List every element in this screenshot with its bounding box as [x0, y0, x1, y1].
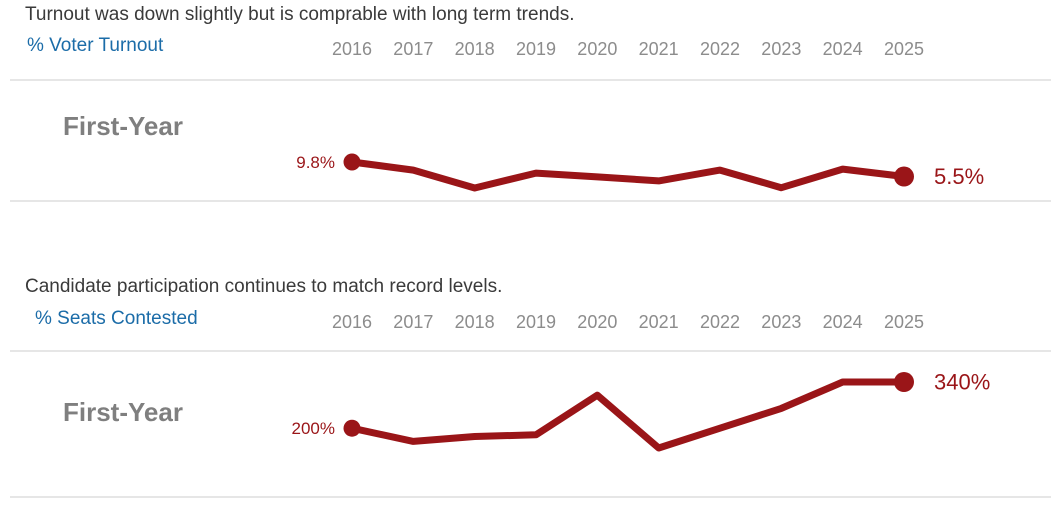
year-label: 2022	[699, 39, 741, 59]
year-label: 2019	[515, 39, 557, 59]
year-label: 2016	[331, 312, 373, 332]
year-label: 2020	[577, 39, 618, 59]
year-label: 2018	[454, 39, 495, 59]
year-axis: 2016 2017 2018 2019 2020 2021 2022 2023 2024 2025	[0, 312, 1061, 334]
divider	[10, 79, 1051, 81]
end-point-dot	[893, 372, 914, 392]
start-value-label: 200%	[292, 419, 335, 438]
year-label: 2025	[883, 312, 925, 332]
year-axis: 2016 2017 2018 2019 2020 2021 2022 2023 2024 2025	[0, 39, 1061, 61]
sparkline-chart-voter-turnout: 9.8% 5.5%	[296, 153, 984, 192]
sparkline-chart-seats-contested: 200% 340%	[292, 370, 990, 452]
year-label: 2023	[761, 39, 802, 59]
chart-title-seats-contested: Candidate participation continues to mat…	[25, 276, 503, 297]
trend-line	[348, 378, 908, 452]
trend-line	[348, 158, 908, 192]
end-point-dot	[893, 166, 914, 187]
start-value-label: 9.8%	[296, 153, 335, 172]
year-label: 2020	[577, 312, 618, 332]
year-label: 2025	[883, 39, 925, 59]
year-label: 2023	[761, 312, 802, 332]
divider	[10, 350, 1051, 352]
start-point-dot	[343, 153, 361, 171]
year-label: 2022	[699, 312, 741, 332]
year-label: 2021	[638, 39, 679, 59]
row-label-first-year: First-Year	[63, 111, 183, 141]
year-label: 2024	[822, 39, 863, 59]
end-value-label: 5.5%	[934, 164, 984, 189]
year-label: 2021	[638, 312, 679, 332]
row-label-first-year: First-Year	[63, 397, 183, 427]
year-label: 2024	[822, 312, 863, 332]
divider	[10, 200, 1051, 202]
metric-label-voter-turnout: % Voter Turnout	[27, 35, 164, 56]
year-label: 2019	[515, 312, 557, 332]
year-label: 2017	[393, 312, 434, 332]
end-value-label: 340%	[934, 370, 990, 395]
start-point-dot	[343, 419, 361, 437]
chart-title-voter-turnout: Turnout was down slightly but is comprab…	[25, 4, 575, 25]
year-label: 2018	[454, 312, 495, 332]
divider	[10, 496, 1051, 498]
year-label: 2016	[331, 39, 373, 59]
year-label: 2017	[393, 39, 434, 59]
metric-label-seats-contested: % Seats Contested	[35, 308, 198, 329]
